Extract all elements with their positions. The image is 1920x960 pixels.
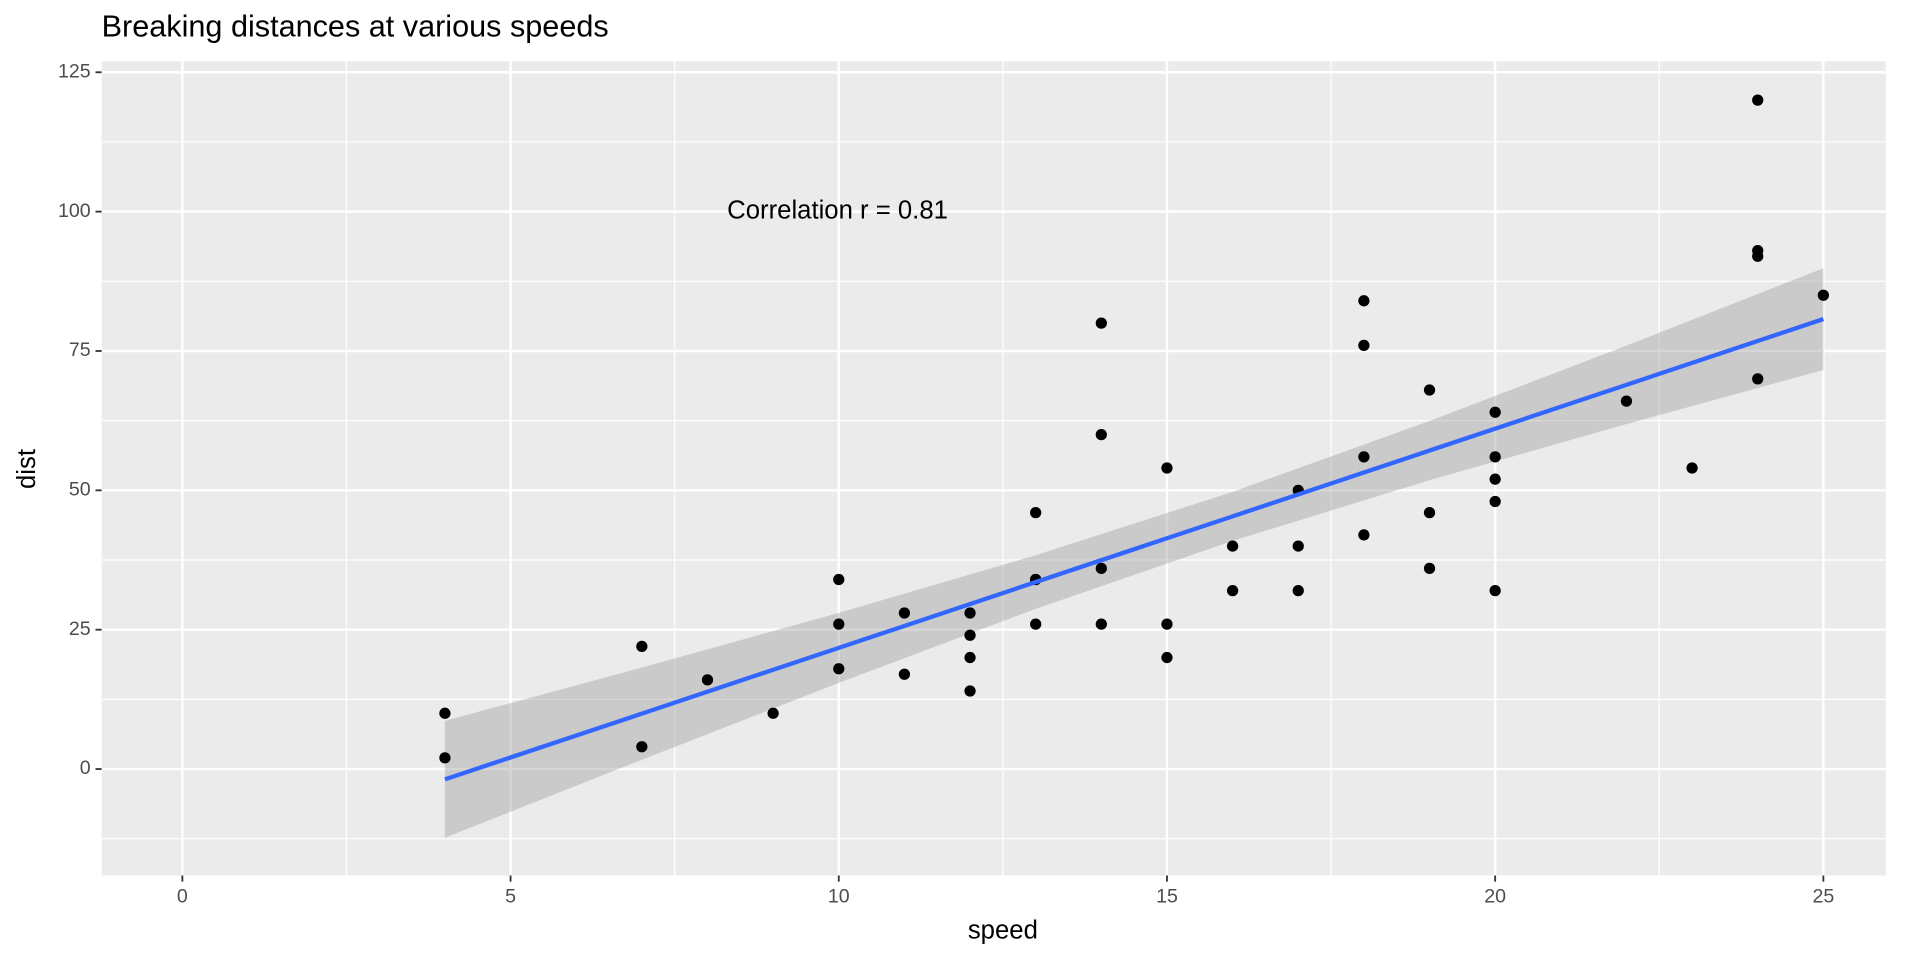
data-point — [898, 607, 911, 619]
data-point — [1030, 506, 1042, 519]
data-point — [1161, 462, 1173, 474]
data-point — [1489, 585, 1501, 597]
y-tick-label: 25 — [69, 618, 91, 640]
fit-line — [444, 317, 1825, 782]
data-point — [1161, 651, 1173, 664]
data-point — [1292, 585, 1304, 597]
data-point — [1226, 585, 1239, 597]
data-point — [898, 668, 911, 680]
data-point — [1423, 562, 1436, 575]
data-point — [636, 741, 648, 753]
y-tick-label: 0 — [80, 757, 91, 779]
data-point — [1620, 395, 1633, 407]
data-point — [1489, 406, 1501, 418]
data-point — [1358, 451, 1370, 463]
data-point — [964, 685, 976, 697]
data-point — [767, 707, 779, 719]
data-point — [439, 752, 451, 764]
data-point — [1292, 540, 1304, 552]
data-point — [1358, 295, 1370, 307]
data-point — [1095, 428, 1107, 441]
data-point — [1161, 618, 1173, 630]
y-tick-label: 50 — [69, 479, 91, 501]
annotation: Correlation r = 0.81 — [727, 197, 948, 225]
y-tick-label: 100 — [58, 200, 91, 222]
x-axis-label: speed — [968, 917, 1038, 945]
data-point — [1752, 94, 1764, 106]
data-point — [701, 674, 714, 686]
chart-title: Breaking distances at various speeds — [102, 9, 609, 43]
x-tick-label: 25 — [1812, 886, 1834, 908]
data-point — [964, 629, 976, 641]
data-point — [964, 651, 976, 664]
y-tick-label: 75 — [69, 339, 91, 361]
data-point — [1752, 245, 1764, 257]
x-tick-label: 20 — [1484, 886, 1506, 908]
data-point — [1489, 451, 1501, 463]
x-tick-label: 5 — [505, 886, 516, 908]
data-point — [1095, 618, 1107, 630]
y-tick-label: 125 — [58, 60, 91, 82]
y-axis-label: dist — [13, 449, 41, 489]
data-point — [1358, 529, 1370, 541]
data-point — [1817, 289, 1829, 301]
plot-panel — [101, 61, 1886, 876]
data-point — [833, 573, 845, 586]
data-point — [833, 618, 845, 630]
confidence-band — [444, 268, 1824, 838]
data-point — [1095, 317, 1107, 329]
data-point — [1489, 473, 1501, 485]
data-point — [833, 663, 845, 675]
x-tick-label: 0 — [177, 886, 188, 908]
data-point — [1686, 462, 1698, 474]
data-point — [1489, 495, 1501, 508]
data-point — [1423, 506, 1436, 519]
data-point — [964, 607, 976, 619]
data-point — [1423, 384, 1436, 396]
x-tick-label: 15 — [1156, 886, 1178, 908]
data-point — [1095, 562, 1107, 575]
data-point — [1226, 540, 1239, 552]
data-point — [636, 640, 648, 653]
data-point — [1752, 373, 1764, 385]
data-point — [1030, 618, 1042, 630]
data-point — [439, 707, 451, 719]
data-point — [1358, 339, 1370, 352]
x-tick-label: 10 — [828, 886, 850, 908]
